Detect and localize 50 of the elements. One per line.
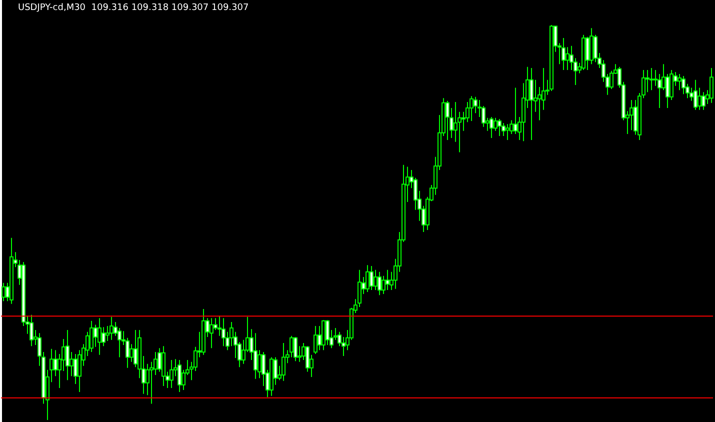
- candlestick: [326, 320, 330, 346]
- candlestick: [90, 320, 94, 353]
- candlestick: [102, 326, 106, 347]
- candlestick: [378, 271, 382, 296]
- candlestick: [30, 314, 34, 347]
- candlestick: [566, 46, 570, 71]
- candlestick: [386, 269, 390, 291]
- candlestick: [474, 96, 478, 114]
- candlestick: [130, 344, 134, 362]
- candlestick: [658, 73, 662, 108]
- candlestick: [98, 318, 102, 356]
- candlestick: [374, 269, 378, 291]
- chart-title: USDJPY-cd,M30 109.316 109.318 109.307 109.307: [18, 3, 249, 13]
- candlestick: [498, 118, 502, 136]
- candlestick: [210, 318, 214, 349]
- candlestick: [630, 100, 634, 131]
- candlestick: [702, 92, 706, 110]
- candlestick: [370, 265, 374, 291]
- candlestick: [366, 264, 370, 293]
- candlestick: [162, 346, 166, 387]
- candlestick: [634, 100, 638, 136]
- candlestick: [158, 348, 162, 372]
- candlestick: [110, 316, 114, 340]
- candlestick: [446, 100, 450, 140]
- candlestick: [178, 359, 182, 392]
- candlestick: [74, 354, 78, 385]
- candlestick: [646, 70, 650, 93]
- candlestick: [134, 329, 138, 368]
- candlestick: [490, 116, 494, 138]
- candlestick: [314, 325, 318, 355]
- candlestick: [694, 79, 698, 110]
- candlestick: [586, 36, 590, 71]
- candlestick: [94, 324, 98, 348]
- candlestick: [170, 359, 174, 389]
- candlestick: [682, 75, 686, 95]
- candlestick: [698, 87, 702, 110]
- candlestick: [506, 124, 510, 140]
- candlestick: [470, 96, 474, 122]
- candlestick: [294, 336, 298, 362]
- candlestick: [650, 68, 654, 91]
- candlestick: [514, 87, 518, 135]
- candlestick: [222, 318, 226, 347]
- candlestick: [254, 332, 258, 380]
- candlestick: [678, 73, 682, 91]
- candlestick: [66, 329, 70, 381]
- candlestick: [54, 350, 58, 377]
- candlestick: [282, 342, 286, 382]
- candlestick: [502, 122, 506, 136]
- candlestick: [562, 38, 566, 71]
- candlestick: [530, 68, 534, 140]
